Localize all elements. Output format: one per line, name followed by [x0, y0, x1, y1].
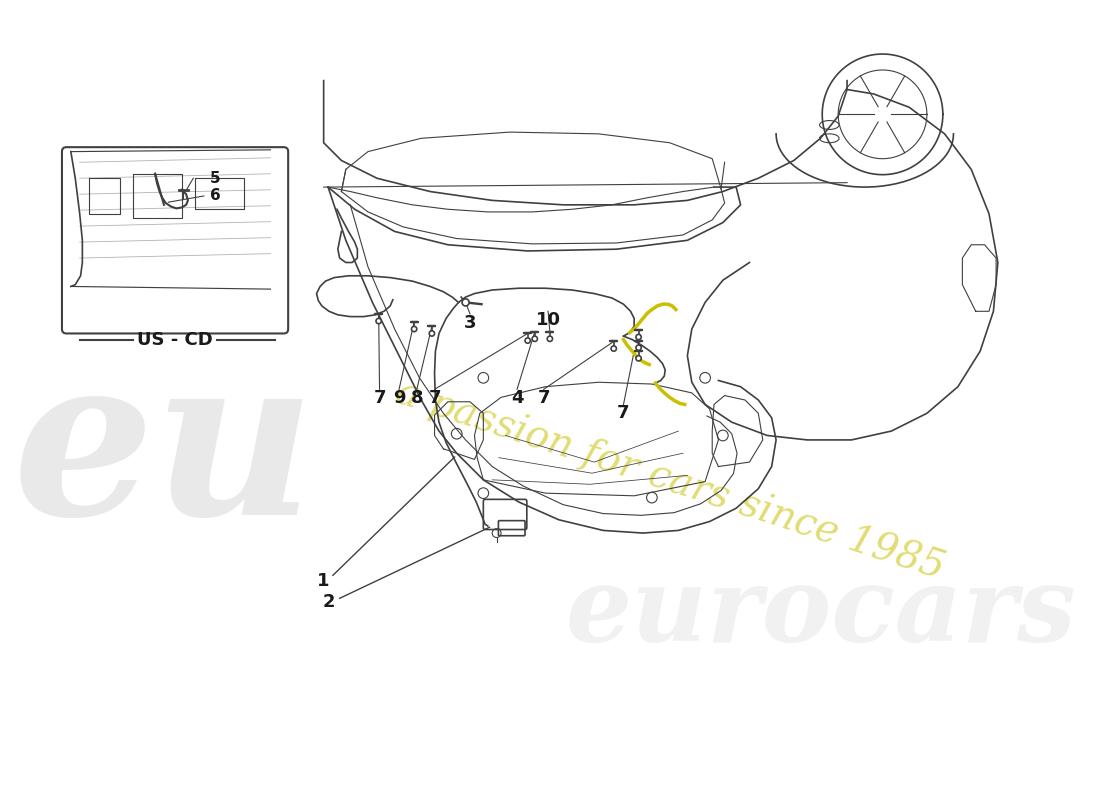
- Text: 2: 2: [322, 594, 335, 611]
- Text: 1: 1: [318, 572, 330, 590]
- Text: US - CD: US - CD: [136, 330, 212, 349]
- Text: 7: 7: [538, 390, 550, 407]
- Text: 6: 6: [210, 189, 221, 203]
- Circle shape: [612, 346, 616, 351]
- Text: a passion for cars since 1985: a passion for cars since 1985: [390, 374, 948, 586]
- Text: 5: 5: [210, 170, 221, 186]
- Text: 10: 10: [536, 311, 561, 329]
- Text: 4: 4: [510, 390, 524, 407]
- Text: 3: 3: [464, 314, 476, 332]
- Text: 7: 7: [373, 390, 386, 407]
- Text: 7: 7: [617, 404, 629, 422]
- Circle shape: [525, 338, 530, 343]
- Text: 8: 8: [410, 390, 424, 407]
- Circle shape: [636, 334, 641, 340]
- Text: 7: 7: [428, 390, 441, 407]
- Circle shape: [462, 299, 469, 306]
- Circle shape: [411, 326, 417, 332]
- Circle shape: [636, 356, 641, 361]
- Text: 9: 9: [393, 390, 405, 407]
- Circle shape: [376, 318, 382, 324]
- Circle shape: [636, 345, 641, 350]
- Circle shape: [429, 331, 434, 336]
- Text: eurocars: eurocars: [565, 562, 1076, 664]
- FancyBboxPatch shape: [62, 147, 288, 334]
- Circle shape: [547, 336, 552, 342]
- Text: eu: eu: [12, 345, 316, 562]
- Circle shape: [532, 336, 538, 342]
